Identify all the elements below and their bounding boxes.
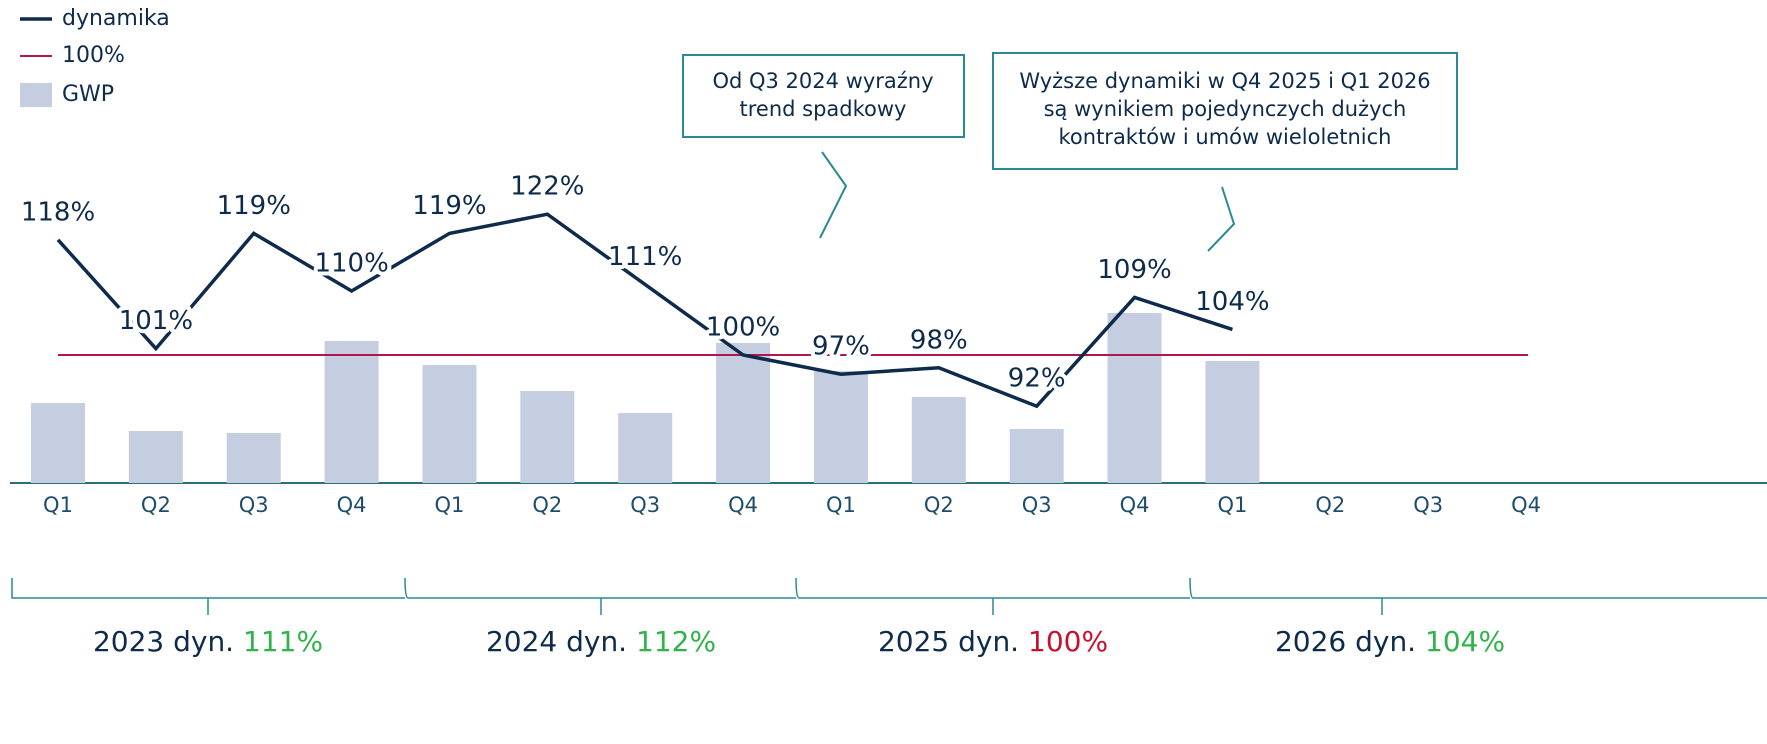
year-label: 2025 dyn. [878,625,1019,658]
x-tick-label: Q2 [141,493,171,517]
bracket [799,577,1194,615]
x-tick-label: Q3 [1413,493,1443,517]
legend-swatch [20,83,52,107]
year-label: 2024 dyn. [486,625,627,658]
bracket [1193,597,1767,615]
year-label: 2026 dyn. [1275,625,1416,658]
callout-box [992,52,1458,170]
year-total: 2026 dyn. 104% [1275,625,1505,658]
x-tick-label: Q3 [239,493,269,517]
year-value: 104% [1425,625,1505,658]
bar [31,403,85,483]
bar [813,371,868,483]
bar [324,341,379,483]
data-label: 98% [910,325,968,355]
annotation: kontraktów i umów wieloletnich [1059,125,1392,149]
x-tick-label: Q4 [337,493,367,517]
callout-pointer [819,151,848,239]
bar [1009,429,1064,483]
data-label: 104% [1195,287,1269,317]
bar [716,343,771,483]
annotation: trend spadkowy [740,97,907,121]
x-tick-label: Q1 [1217,493,1247,517]
legend-label: dynamika [62,6,170,31]
line [56,212,1233,409]
data-label: 100% [706,313,780,343]
x-tick-label: Q4 [728,493,758,517]
x-tick-label: Q4 [1120,493,1150,517]
x-tick-label: Q3 [630,493,660,517]
data-label: 119% [217,191,291,221]
data-label: 111% [608,242,682,272]
year-total: 2023 dyn. 111% [93,625,323,658]
year-value: 100% [1028,625,1108,658]
callout-box [682,54,965,138]
x-tick-label: Q2 [532,493,562,517]
data-label: 92% [1008,364,1066,394]
annotation: Wyższe dynamiki w Q4 2025 i Q1 2026 [1019,69,1430,93]
x-tick-label: Q1 [43,493,73,517]
data-label: 101% [119,306,193,336]
legend-label: GWP [62,82,114,107]
callout-pointer [1207,186,1236,252]
data-label: 97% [812,332,870,362]
bar [520,391,575,483]
year-value: 111% [243,625,323,658]
year-value: 112% [636,625,716,658]
bracket [408,577,800,615]
year-total: 2024 dyn. 112% [486,625,716,658]
year-total: 2025 dyn. 100% [878,625,1108,658]
x-tick-label: Q1 [826,493,856,517]
legend-label: 100% [62,43,125,68]
bar [618,413,673,483]
annotation: Od Q3 2024 wyraźny [712,69,933,93]
x-tick-label: Q2 [924,493,954,517]
data-label: 122% [510,172,584,202]
x-tick-label: Q4 [1511,493,1541,517]
x-tick-label: Q1 [435,493,465,517]
bar [422,365,477,483]
x-tick-label: Q2 [1315,493,1345,517]
data-label: 119% [412,191,486,221]
bar [1205,361,1260,483]
bar [128,431,183,483]
year-label: 2023 dyn. [93,625,234,658]
data-label: 110% [314,249,388,279]
data-label: 109% [1097,255,1171,285]
x-tick-label: Q3 [1022,493,1052,517]
bar [911,397,966,483]
bracket [11,577,409,615]
year-brackets [11,577,1767,615]
annotation: są wynikiem pojedynczych dużych [1044,97,1407,121]
bar [1107,313,1162,483]
data-label: 118% [21,197,95,227]
bar [226,433,281,483]
